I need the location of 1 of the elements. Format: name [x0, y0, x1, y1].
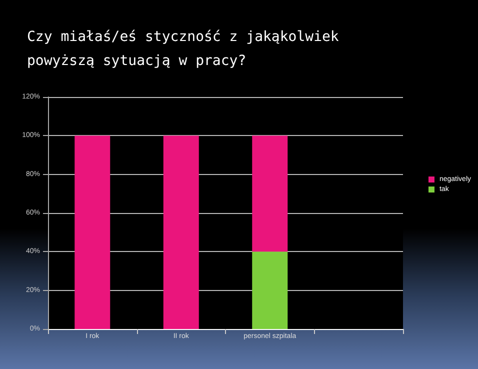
chart-title: Czy miałaś/eś styczność z jakąkolwiek powyższą sytuacją w pracy?: [27, 29, 348, 69]
